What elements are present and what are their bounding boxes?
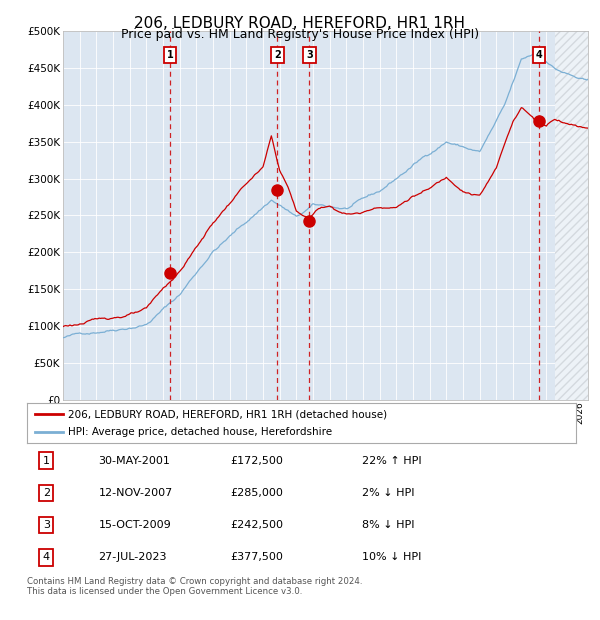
Text: 15-OCT-2009: 15-OCT-2009 <box>98 520 171 530</box>
Text: 12-NOV-2007: 12-NOV-2007 <box>98 488 173 498</box>
Text: £242,500: £242,500 <box>230 520 283 530</box>
Bar <box>554 31 600 400</box>
Text: 4: 4 <box>536 50 542 60</box>
Text: 1: 1 <box>43 456 50 466</box>
Text: £285,000: £285,000 <box>230 488 283 498</box>
Text: 8% ↓ HPI: 8% ↓ HPI <box>362 520 415 530</box>
Text: 10% ↓ HPI: 10% ↓ HPI <box>362 552 421 562</box>
Bar <box>554 31 600 400</box>
Text: 1: 1 <box>166 50 173 60</box>
Text: 22% ↑ HPI: 22% ↑ HPI <box>362 456 422 466</box>
Text: 4: 4 <box>43 552 50 562</box>
Text: HPI: Average price, detached house, Herefordshire: HPI: Average price, detached house, Here… <box>68 427 332 437</box>
Text: 2% ↓ HPI: 2% ↓ HPI <box>362 488 415 498</box>
Text: 27-JUL-2023: 27-JUL-2023 <box>98 552 167 562</box>
Text: Contains HM Land Registry data © Crown copyright and database right 2024.
This d: Contains HM Land Registry data © Crown c… <box>27 577 362 596</box>
Text: £377,500: £377,500 <box>230 552 283 562</box>
Text: £172,500: £172,500 <box>230 456 283 466</box>
Text: 30-MAY-2001: 30-MAY-2001 <box>98 456 170 466</box>
Text: 3: 3 <box>306 50 313 60</box>
Text: 3: 3 <box>43 520 50 530</box>
Text: Price paid vs. HM Land Registry's House Price Index (HPI): Price paid vs. HM Land Registry's House … <box>121 28 479 41</box>
Text: 206, LEDBURY ROAD, HEREFORD, HR1 1RH: 206, LEDBURY ROAD, HEREFORD, HR1 1RH <box>134 16 466 30</box>
Text: 2: 2 <box>43 488 50 498</box>
Text: 2: 2 <box>274 50 281 60</box>
Text: 206, LEDBURY ROAD, HEREFORD, HR1 1RH (detached house): 206, LEDBURY ROAD, HEREFORD, HR1 1RH (de… <box>68 409 388 419</box>
